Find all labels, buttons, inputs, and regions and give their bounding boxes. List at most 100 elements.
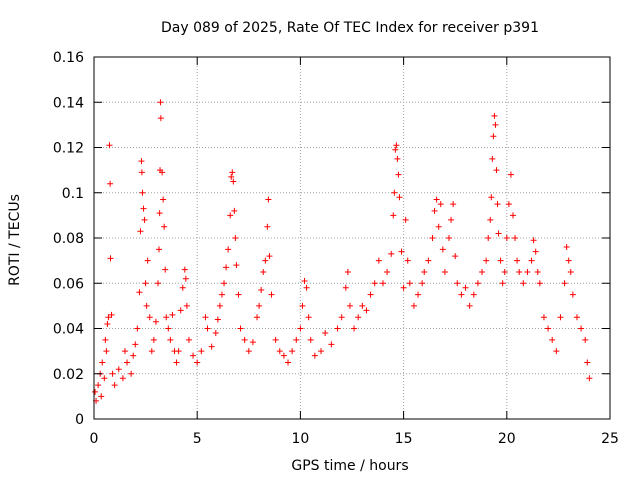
y-tick-label: 0.14 <box>53 95 84 111</box>
data-point <box>225 246 232 253</box>
data-point <box>228 173 235 180</box>
data-point <box>489 155 496 162</box>
data-point <box>425 257 432 264</box>
data-point <box>367 291 374 298</box>
data-point <box>492 121 499 128</box>
data-point <box>241 336 248 343</box>
data-point <box>488 194 495 201</box>
data-point <box>109 370 116 377</box>
data-point <box>493 167 500 174</box>
data-point <box>509 212 516 219</box>
data-point <box>565 257 572 264</box>
data-point <box>441 268 448 275</box>
data-point <box>512 235 519 241</box>
data-point <box>140 205 147 212</box>
data-point <box>132 341 139 348</box>
data-point <box>516 268 523 275</box>
data-point <box>141 216 148 223</box>
data-point <box>260 268 267 275</box>
data-point <box>101 375 108 382</box>
data-point <box>280 352 287 359</box>
data-point <box>160 196 167 203</box>
x-tick-label: 0 <box>90 431 99 447</box>
data-point <box>289 348 296 355</box>
data-point <box>258 287 265 294</box>
data-point <box>245 348 252 355</box>
data-point <box>159 169 166 176</box>
data-point <box>483 257 490 264</box>
data-point <box>303 284 310 291</box>
data-point <box>307 336 314 343</box>
data-point <box>297 325 304 332</box>
data-point <box>214 316 221 323</box>
data-point <box>406 280 413 287</box>
data-point <box>223 264 230 271</box>
data-point <box>452 253 459 260</box>
data-point <box>391 189 398 196</box>
data-point <box>107 255 114 262</box>
data-point <box>148 348 155 355</box>
data-point <box>230 178 237 185</box>
data-point <box>268 291 275 298</box>
data-point <box>379 280 386 287</box>
data-point <box>390 212 397 219</box>
data-point <box>439 246 446 253</box>
data-point <box>534 268 541 275</box>
data-point <box>92 388 99 395</box>
data-point <box>487 216 494 223</box>
x-tick-label: 20 <box>498 431 516 447</box>
data-point <box>137 228 144 235</box>
data-point <box>454 280 461 287</box>
data-point <box>121 348 128 355</box>
data-point <box>150 336 157 343</box>
data-point <box>549 336 556 343</box>
y-tick-label: 0.02 <box>53 367 84 383</box>
x-tick-label: 15 <box>395 431 413 447</box>
data-point <box>285 359 292 366</box>
data-point <box>229 169 236 176</box>
data-point <box>586 375 593 382</box>
data-point <box>212 330 219 337</box>
data-point <box>128 370 135 377</box>
data-point <box>237 325 244 332</box>
data-point <box>479 268 486 275</box>
data-point <box>448 216 455 223</box>
data-point <box>194 359 201 366</box>
data-point <box>264 223 271 230</box>
data-point <box>499 280 506 287</box>
data-point <box>567 268 574 275</box>
data-point <box>183 302 190 309</box>
data-point <box>474 280 481 287</box>
data-point <box>388 250 395 257</box>
data-point <box>338 314 345 321</box>
data-point <box>163 314 170 321</box>
x-axis-label: GPS time / hours <box>291 458 408 474</box>
data-point <box>106 142 113 149</box>
data-point <box>156 246 163 253</box>
y-tick-label: 0.16 <box>53 50 84 66</box>
data-point <box>216 302 223 309</box>
data-point <box>254 314 261 321</box>
data-point <box>265 196 272 203</box>
data-point <box>142 280 149 287</box>
y-tick-label: 0.06 <box>53 276 84 292</box>
data-point <box>138 169 145 176</box>
data-point <box>421 268 428 275</box>
data-point <box>563 244 570 251</box>
data-point <box>198 348 205 355</box>
data-points <box>92 99 593 404</box>
data-point <box>95 382 102 389</box>
data-point <box>545 325 552 332</box>
data-point <box>394 155 401 162</box>
data-point <box>400 284 407 291</box>
data-point <box>179 284 186 291</box>
data-point <box>431 207 438 214</box>
data-point <box>328 341 335 348</box>
data-point <box>501 268 508 275</box>
data-point <box>446 235 453 241</box>
data-point <box>119 375 126 382</box>
data-point <box>173 359 180 366</box>
data-point <box>221 280 228 287</box>
data-point <box>318 348 325 355</box>
